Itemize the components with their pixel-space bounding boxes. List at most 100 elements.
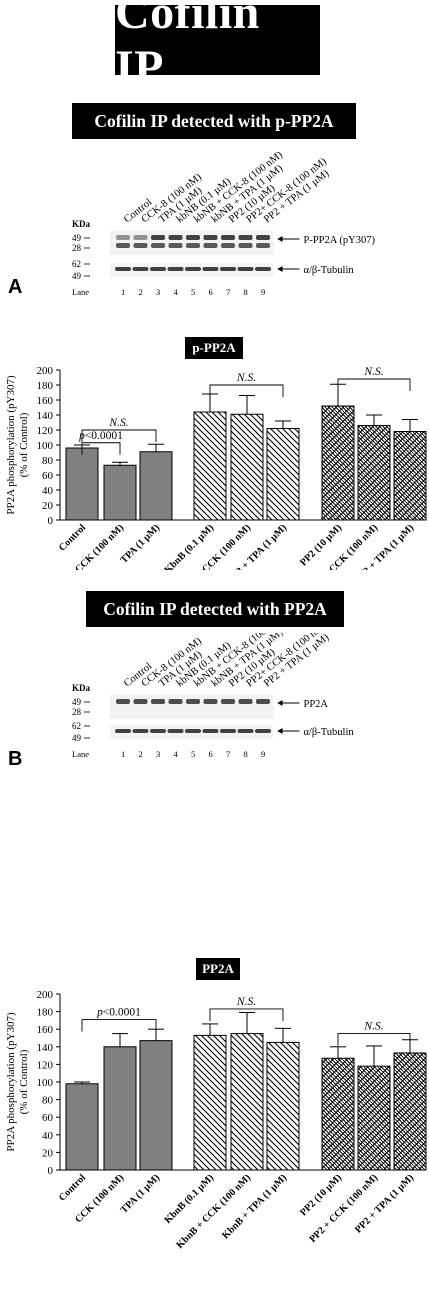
band-label: α/β-Tubulin [304,727,355,738]
band-label: P-PP2A (pY307) [304,235,376,246]
mw-marker: 49 [72,733,82,743]
blot-band [186,243,200,248]
kda-label: KDa [72,683,91,693]
y-tick-label: 80 [42,455,54,467]
significance-bracket [209,384,284,397]
tubulin-band [150,267,166,271]
blot-band [238,243,253,248]
panel-a-letter: A [8,276,23,298]
significance-label: N.S. [108,417,128,429]
blot-band [256,235,270,240]
blot-membrane [110,695,274,719]
arrow-head [277,700,283,706]
tubulin-band [237,729,254,733]
blot-band [116,243,130,248]
lane-number: 3 [156,287,160,297]
lane-number: 5 [191,749,195,759]
bar [230,1033,264,1171]
kda-label: KDa [72,219,91,229]
y-axis-label: PP2A phosphorylation (pY307) [5,1012,17,1152]
significance-bracket [209,1008,284,1021]
significance-bracket [81,1019,157,1032]
lane-word: Lane [72,287,89,297]
bar [321,405,355,521]
lane-number: 7 [226,749,230,759]
category-label: TPA (1 µM) [119,1172,163,1216]
lane-number: 2 [139,749,143,759]
bar [103,1046,137,1171]
significance-label: N.S. [236,996,256,1008]
tubulin-band [185,267,201,271]
lane-number: 4 [174,287,179,297]
blot-band [238,235,253,240]
blot-band [168,235,183,240]
tubulin-band [167,267,184,271]
tubulin-band [150,729,166,733]
main-title: Cofilin IP [115,0,320,94]
blot-band [203,243,218,248]
lane-number: 5 [191,287,195,297]
lane-number: 4 [174,749,179,759]
blot-band [221,235,235,240]
mw-marker: 28 [72,243,82,253]
tubulin-band [202,729,219,733]
y-tick-label: 100 [37,440,54,452]
y-tick-label: 180 [37,380,54,392]
bar [321,1057,355,1171]
mw-marker: 49 [72,233,82,243]
lane-number: 1 [121,749,125,759]
bar [266,428,300,521]
blot-band [221,243,235,248]
blot-band [221,699,235,704]
lane-number: 2 [139,287,143,297]
lane-number: 6 [209,749,213,759]
band-label: PP2A [304,699,329,710]
mw-marker: 28 [72,707,82,717]
y-tick-label: 60 [42,1112,54,1124]
tubulin-band [115,729,131,733]
bar [103,464,137,521]
blot-band [186,235,200,240]
tubulin-band [255,267,271,271]
bar [65,1083,99,1171]
y-tick-label: 40 [42,1130,54,1142]
tubulin-band [255,729,271,733]
blot-band [186,699,200,704]
y-axis-label-2: (% of Control) [18,1049,30,1114]
bar [357,1065,391,1171]
mw-marker: 49 [72,697,82,707]
blot-band [116,235,130,240]
y-tick-label: 140 [37,1042,54,1054]
lane-number: 8 [244,287,248,297]
tubulin-band [132,729,149,733]
lane-word: Lane [72,749,89,759]
bar [65,447,99,521]
panel-b-letter: B [8,748,23,770]
y-axis-label-2: (% of Control) [18,412,30,477]
blot-band [133,699,148,704]
blot-band [151,235,165,240]
y-tick-label: 180 [37,1007,54,1019]
tubulin-band [220,729,236,733]
tubulin-band [220,267,236,271]
significance-bracket [337,378,411,391]
tubulin-band [167,729,184,733]
bar [393,431,427,521]
y-tick-label: 120 [37,425,54,437]
category-label: KbnB + TPA (1 µM) [220,1172,289,1241]
category-label: PP2 + CCK (100 nM) [307,1172,380,1245]
blot-band [151,243,165,248]
lane-number: 9 [261,749,265,759]
significance-label: p<0.0001 [78,430,123,442]
blot-band [203,699,218,704]
y-tick-label: 160 [37,1024,54,1036]
y-tick-label: 200 [37,365,54,377]
y-axis-label: PP2A phosphorylation (pY307) [5,375,17,515]
panel-b-heading: Cofilin IP detected with PP2A [86,591,344,627]
mw-marker: 49 [72,271,82,281]
mw-marker: 62 [72,721,81,731]
blot-band [168,243,183,248]
y-tick-label: 80 [42,1095,54,1107]
lane-number: 9 [261,287,265,297]
panel-a-heading: Cofilin IP detected with p-PP2A [72,103,356,139]
